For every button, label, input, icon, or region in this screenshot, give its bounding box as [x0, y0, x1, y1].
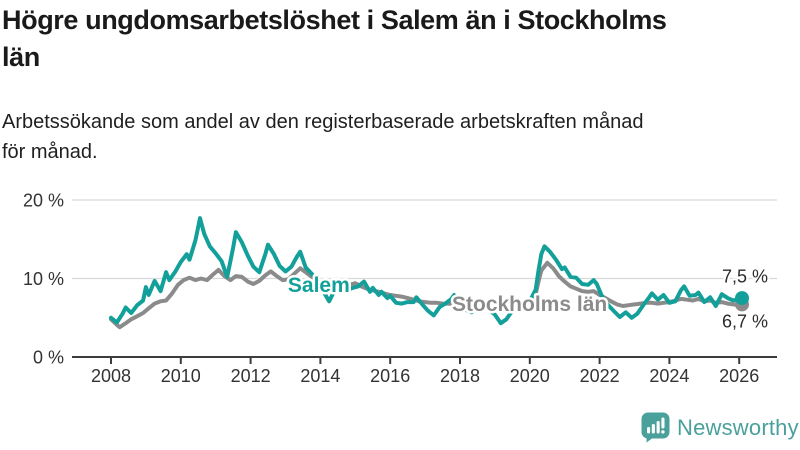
x-tick-label: 2018: [440, 366, 480, 386]
x-tick-label: 2012: [231, 366, 271, 386]
page-title: Högre ungdomsarbetslöshet i Salem än i S…: [2, 2, 742, 76]
series-label-stockholms-län: Stockholms län: [452, 293, 607, 316]
chart-subtitle: Arbetssökande som andel av den registerb…: [2, 107, 792, 167]
x-tick-label: 2024: [649, 366, 689, 386]
x-tick-label: 2010: [161, 366, 201, 386]
logo-bars: [647, 417, 665, 434]
y-tick-label: 10 %: [23, 269, 64, 289]
y-tick-label: 0 %: [33, 348, 64, 368]
x-tick-label: 2026: [719, 366, 759, 386]
x-tick-label: 2022: [580, 366, 620, 386]
line-salem: [109, 216, 744, 326]
series-label-salem: Salem: [288, 274, 350, 297]
y-tick-label: 20 %: [23, 191, 64, 211]
newsworthy-logo-text: Newsworthy: [677, 414, 799, 440]
end-value-label-salem: 7,5 %: [722, 267, 768, 287]
line-stockholms-län: [109, 260, 744, 330]
subtitle-line: för månad.: [2, 141, 98, 163]
x-tick-label: 2008: [91, 366, 131, 386]
end-dot-salem: [735, 291, 749, 306]
end-value-label-stockholms-län: 6,7 %: [722, 311, 768, 331]
subtitle-line: Arbetssökande som andel av den registerb…: [2, 111, 644, 133]
x-tick-label: 2016: [370, 366, 410, 386]
bar-chart-speech-bubble-icon: [641, 412, 670, 443]
title-line: Högre ungdomsarbetslöshet i Salem än i S…: [2, 5, 667, 35]
newsworthy-logo: Newsworthy: [641, 412, 799, 443]
x-tick-label: 2014: [300, 366, 340, 386]
title-line: län: [2, 42, 40, 72]
x-tick-label: 2020: [510, 366, 550, 386]
